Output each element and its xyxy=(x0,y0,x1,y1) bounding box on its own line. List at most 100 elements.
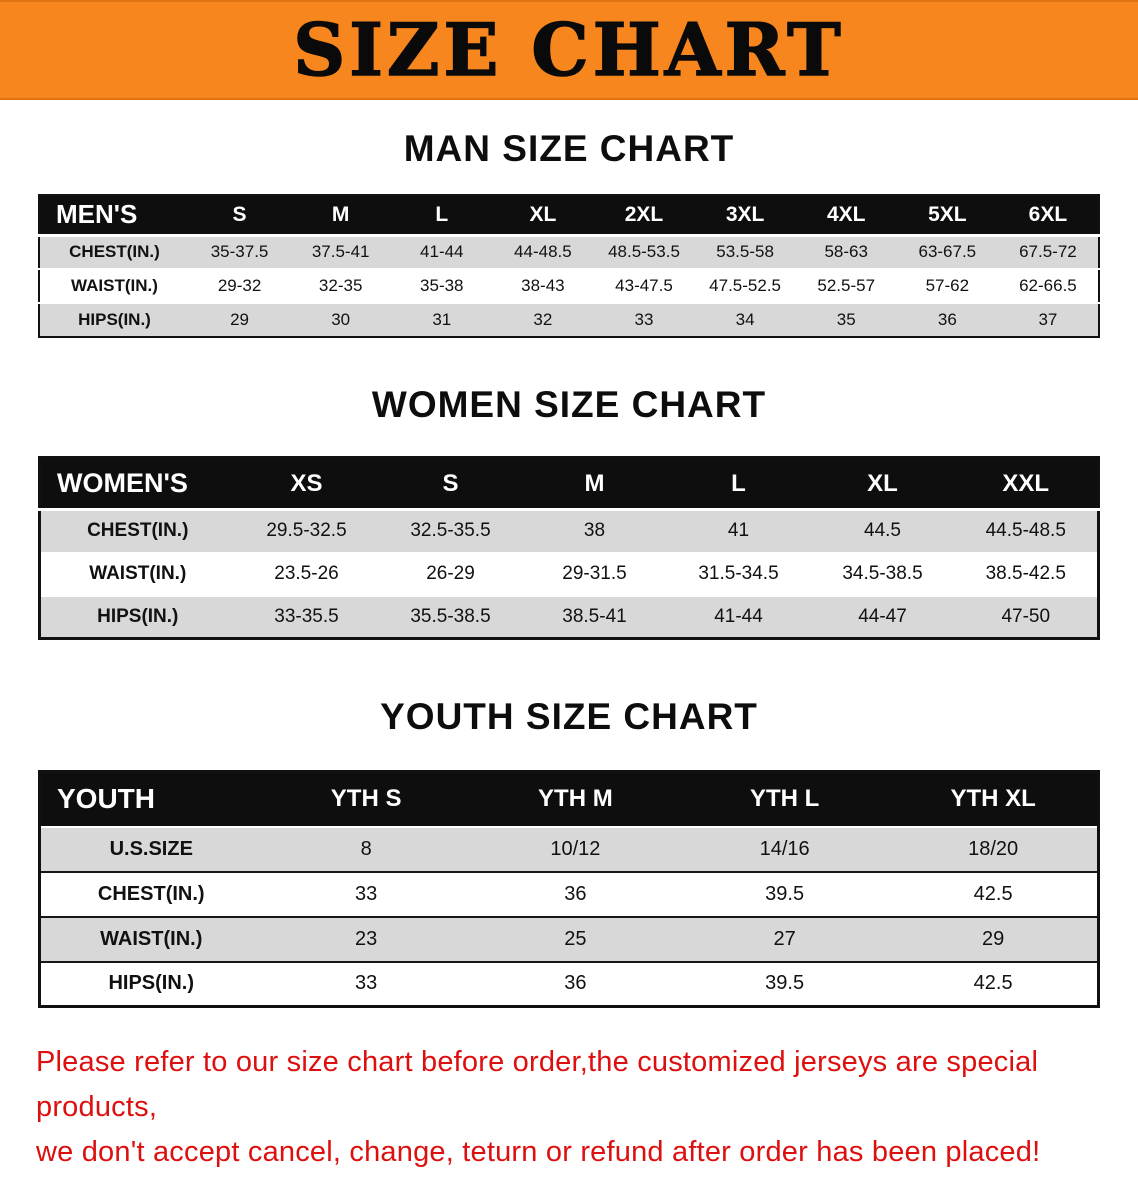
table-row: WAIST(IN.) 23.5-26 26-29 29-31.5 31.5-34.5 34… xyxy=(39,552,1099,596)
size-value-cell: 33-35.5 xyxy=(234,595,379,639)
size-value-cell: 33 xyxy=(593,303,695,337)
measure-row-label: HIPS(IN.) xyxy=(39,595,235,639)
table-row: HIPS(IN.) 33 36 39.5 42.5 xyxy=(39,961,1099,1007)
measure-row-label: WAIST(IN.) xyxy=(39,552,235,596)
size-value-cell: 36 xyxy=(896,303,998,337)
size-value-cell: 48.5-53.5 xyxy=(593,235,695,269)
size-value-cell: 29-31.5 xyxy=(522,552,667,596)
size-column-header: XL xyxy=(492,195,594,235)
measure-row-label: U.S.SIZE xyxy=(39,826,262,872)
size-value-cell: 35-37.5 xyxy=(189,235,291,269)
table-row: CHEST(IN.) 29.5-32.5 32.5-35.5 38 41 44.5 44.5… xyxy=(39,509,1099,553)
size-column-header: 3XL xyxy=(694,195,796,235)
size-value-cell: 44-47 xyxy=(810,595,955,639)
size-value-cell: 25 xyxy=(470,916,680,962)
size-column-header: S xyxy=(378,457,523,510)
size-column-header: YTH S xyxy=(261,771,471,827)
table-row: WAIST(IN.) 29-32 32-35 35-38 38-43 43-47.5 47.… xyxy=(39,269,1099,303)
size-value-cell: 35-38 xyxy=(391,269,493,303)
men-size-section: MAN SIZE CHART MEN'S S M L XL 2XL 3XL 4XL 5XL 6XL… xyxy=(0,128,1138,338)
size-value-cell: 35 xyxy=(795,303,897,337)
size-column-header: L xyxy=(666,457,811,510)
women-size-table-wrap: WOMEN'S XS S M L XL XXL CHEST(IN.) 29.5-32.5 32.5… xyxy=(38,456,1100,640)
size-value-cell: 42.5 xyxy=(889,961,1099,1007)
youth-size-table: YOUTH YTH S YTH M YTH L YTH XL U.S.SIZE 8 10/12… xyxy=(38,770,1100,1008)
size-value-cell: 18/20 xyxy=(889,826,1099,872)
disclaimer-line-2: we don't accept cancel, change, teturn o… xyxy=(36,1135,1041,1168)
size-column-header: 5XL xyxy=(896,195,998,235)
size-value-cell: 31 xyxy=(391,303,493,337)
men-section-heading: MAN SIZE CHART xyxy=(403,128,735,169)
disclaimer-footer: Please refer to our size chart before or… xyxy=(0,1040,1138,1175)
measure-row-label: CHEST(IN.) xyxy=(39,509,235,553)
table-row: U.S.SIZE 8 10/12 14/16 18/20 xyxy=(39,826,1099,872)
measure-row-label: WAIST(IN.) xyxy=(39,269,189,303)
disclaimer-line-1: Please refer to our size chart before or… xyxy=(36,1046,1039,1123)
size-value-cell: 38.5-42.5 xyxy=(954,552,1099,596)
table-row: CHEST(IN.) 33 36 39.5 42.5 xyxy=(39,871,1099,917)
size-column-header: 4XL xyxy=(795,195,897,235)
size-value-cell: 36 xyxy=(470,871,680,917)
size-column-header: YTH M xyxy=(470,771,680,827)
measure-row-label: CHEST(IN.) xyxy=(39,871,262,917)
size-value-cell: 33 xyxy=(261,871,471,917)
size-value-cell: 47.5-52.5 xyxy=(694,269,796,303)
size-value-cell: 34.5-38.5 xyxy=(810,552,955,596)
size-column-header: L xyxy=(391,195,493,235)
size-value-cell: 52.5-57 xyxy=(795,269,897,303)
table-row: CHEST(IN.) 35-37.5 37.5-41 41-44 44-48.5 48.5… xyxy=(39,235,1099,269)
women-section-heading: WOMEN SIZE CHART xyxy=(371,384,767,425)
youth-size-table-wrap: YOUTH YTH S YTH M YTH L YTH XL U.S.SIZE 8 10/12… xyxy=(38,770,1100,1008)
size-value-cell: 31.5-34.5 xyxy=(666,552,811,596)
size-value-cell: 41-44 xyxy=(391,235,493,269)
men-size-table: MEN'S S M L XL 2XL 3XL 4XL 5XL 6XL CHEST(IN.) 35-37… xyxy=(38,194,1100,338)
size-value-cell: 39.5 xyxy=(680,961,890,1007)
size-value-cell: 44.5 xyxy=(810,509,955,553)
size-value-cell: 29-32 xyxy=(189,269,291,303)
size-value-cell: 32 xyxy=(492,303,594,337)
size-value-cell: 62-66.5 xyxy=(997,269,1099,303)
youth-section-heading: YOUTH SIZE CHART xyxy=(380,696,758,737)
size-value-cell: 32.5-35.5 xyxy=(378,509,523,553)
size-value-cell: 29.5-32.5 xyxy=(234,509,379,553)
size-value-cell: 58-63 xyxy=(795,235,897,269)
size-value-cell: 44.5-48.5 xyxy=(954,509,1099,553)
table-header-row: MEN'S S M L XL 2XL 3XL 4XL 5XL 6XL xyxy=(39,195,1099,235)
measure-row-label: CHEST(IN.) xyxy=(39,235,189,269)
size-value-cell: 57-62 xyxy=(896,269,998,303)
size-column-header: 2XL xyxy=(593,195,695,235)
size-value-cell: 32-35 xyxy=(290,269,392,303)
table-header-row: WOMEN'S XS S M L XL XXL xyxy=(39,457,1099,510)
table-corner-label: YOUTH xyxy=(39,771,262,827)
size-value-cell: 43-47.5 xyxy=(593,269,695,303)
table-row: HIPS(IN.) 29 30 31 32 33 34 35 36 37 xyxy=(39,303,1099,337)
size-value-cell: 42.5 xyxy=(889,871,1099,917)
size-value-cell: 10/12 xyxy=(470,826,680,872)
banner: SIZE CHART xyxy=(0,0,1138,100)
measure-row-label: HIPS(IN.) xyxy=(39,303,189,337)
size-column-header: 6XL xyxy=(997,195,1099,235)
table-header-row: YOUTH YTH S YTH M YTH L YTH XL xyxy=(39,771,1099,827)
size-value-cell: 53.5-58 xyxy=(694,235,796,269)
size-column-header: M xyxy=(522,457,667,510)
size-value-cell: 8 xyxy=(261,826,471,872)
page-title: SIZE CHART xyxy=(292,7,845,92)
table-corner-label: MEN'S xyxy=(39,195,189,235)
women-size-table: WOMEN'S XS S M L XL XXL CHEST(IN.) 29.5-32.5 32.5… xyxy=(38,456,1100,640)
size-value-cell: 37.5-41 xyxy=(290,235,392,269)
women-size-section: WOMEN SIZE CHART WOMEN'S XS S M L XL XXL CHEST(… xyxy=(0,384,1138,640)
size-value-cell: 27 xyxy=(680,916,890,962)
table-row: WAIST(IN.) 23 25 27 29 xyxy=(39,916,1099,962)
size-column-header: YTH XL xyxy=(889,771,1099,827)
size-value-cell: 41 xyxy=(666,509,811,553)
size-value-cell: 30 xyxy=(290,303,392,337)
size-value-cell: 14/16 xyxy=(680,826,890,872)
size-value-cell: 38-43 xyxy=(492,269,594,303)
measure-row-label: WAIST(IN.) xyxy=(39,916,262,962)
table-corner-label: WOMEN'S xyxy=(39,457,235,510)
size-value-cell: 36 xyxy=(470,961,680,1007)
size-value-cell: 63-67.5 xyxy=(896,235,998,269)
disclaimer-text: Please refer to our size chart before or… xyxy=(36,1040,1108,1175)
size-value-cell: 44-48.5 xyxy=(492,235,594,269)
